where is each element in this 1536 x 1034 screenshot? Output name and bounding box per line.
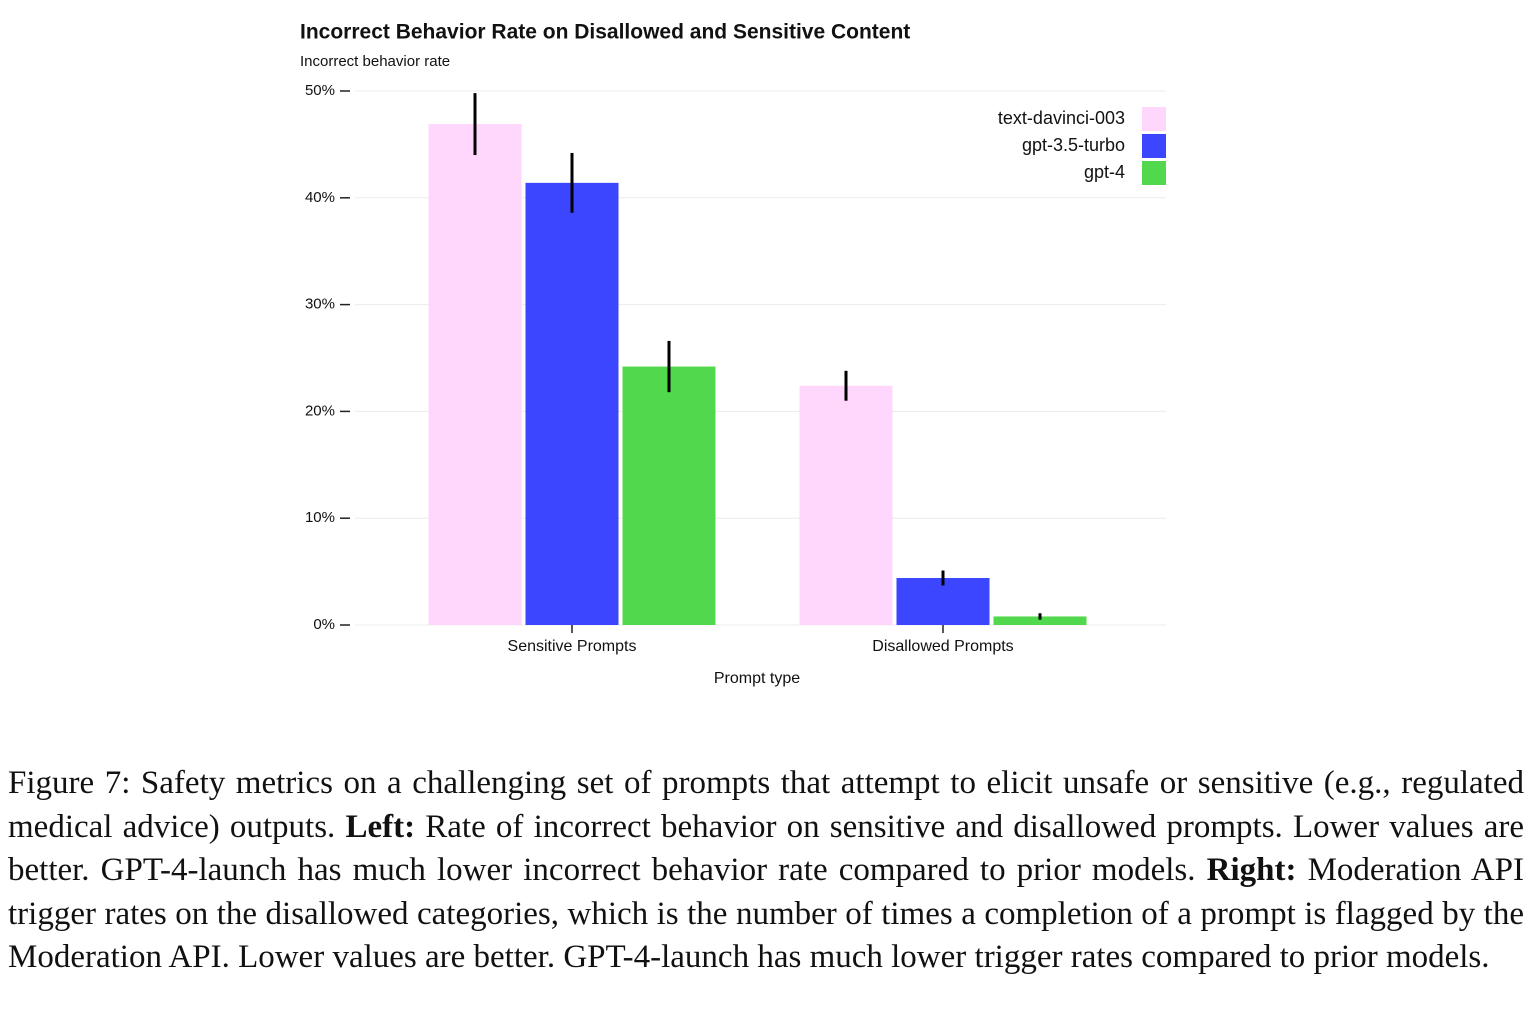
x-axis-label: Prompt type [714,670,800,687]
bar [622,366,716,625]
legend-label: gpt-3.5-turbo [1022,135,1125,155]
x-tick-label: Sensitive Prompts [508,638,637,655]
caption: Figure 7: Safety metrics on a challengin… [8,762,1524,980]
caption-text: Rate of incorrect behavior on sensitive … [8,808,1524,889]
bar [896,578,990,625]
chart: Incorrect Behavior Rate on Disallowed an… [300,21,1166,687]
caption-bold: Right: [1206,852,1297,888]
x-tick-label: Disallowed Prompts [872,638,1013,655]
legend-swatch [1142,107,1166,131]
caption-text: Figure 7: Safety metrics on a challengin… [8,765,1524,845]
y-tick-label: 40% [305,189,335,206]
legend-label: text-davinci-003 [998,108,1125,128]
y-tick-label: 0% [313,616,335,633]
bar [799,385,893,625]
y-tick-label: 50% [305,82,335,99]
y-tick-label: 10% [305,509,335,526]
caption-bold: Left: [345,808,416,845]
y-axis-label: Incorrect behavior rate [300,53,450,70]
chart-title: Incorrect Behavior Rate on Disallowed an… [300,21,910,44]
y-tick-label: 30% [305,296,335,313]
legend-swatch [1142,134,1166,158]
legend-label: gpt-4 [1084,162,1125,182]
bar [993,616,1087,625]
y-tick-label: 20% [305,402,335,419]
caption-text: Moderation API trigger rates on the disa… [8,852,1524,975]
bar [525,182,619,625]
legend-swatch [1142,161,1166,185]
bar [428,124,522,625]
